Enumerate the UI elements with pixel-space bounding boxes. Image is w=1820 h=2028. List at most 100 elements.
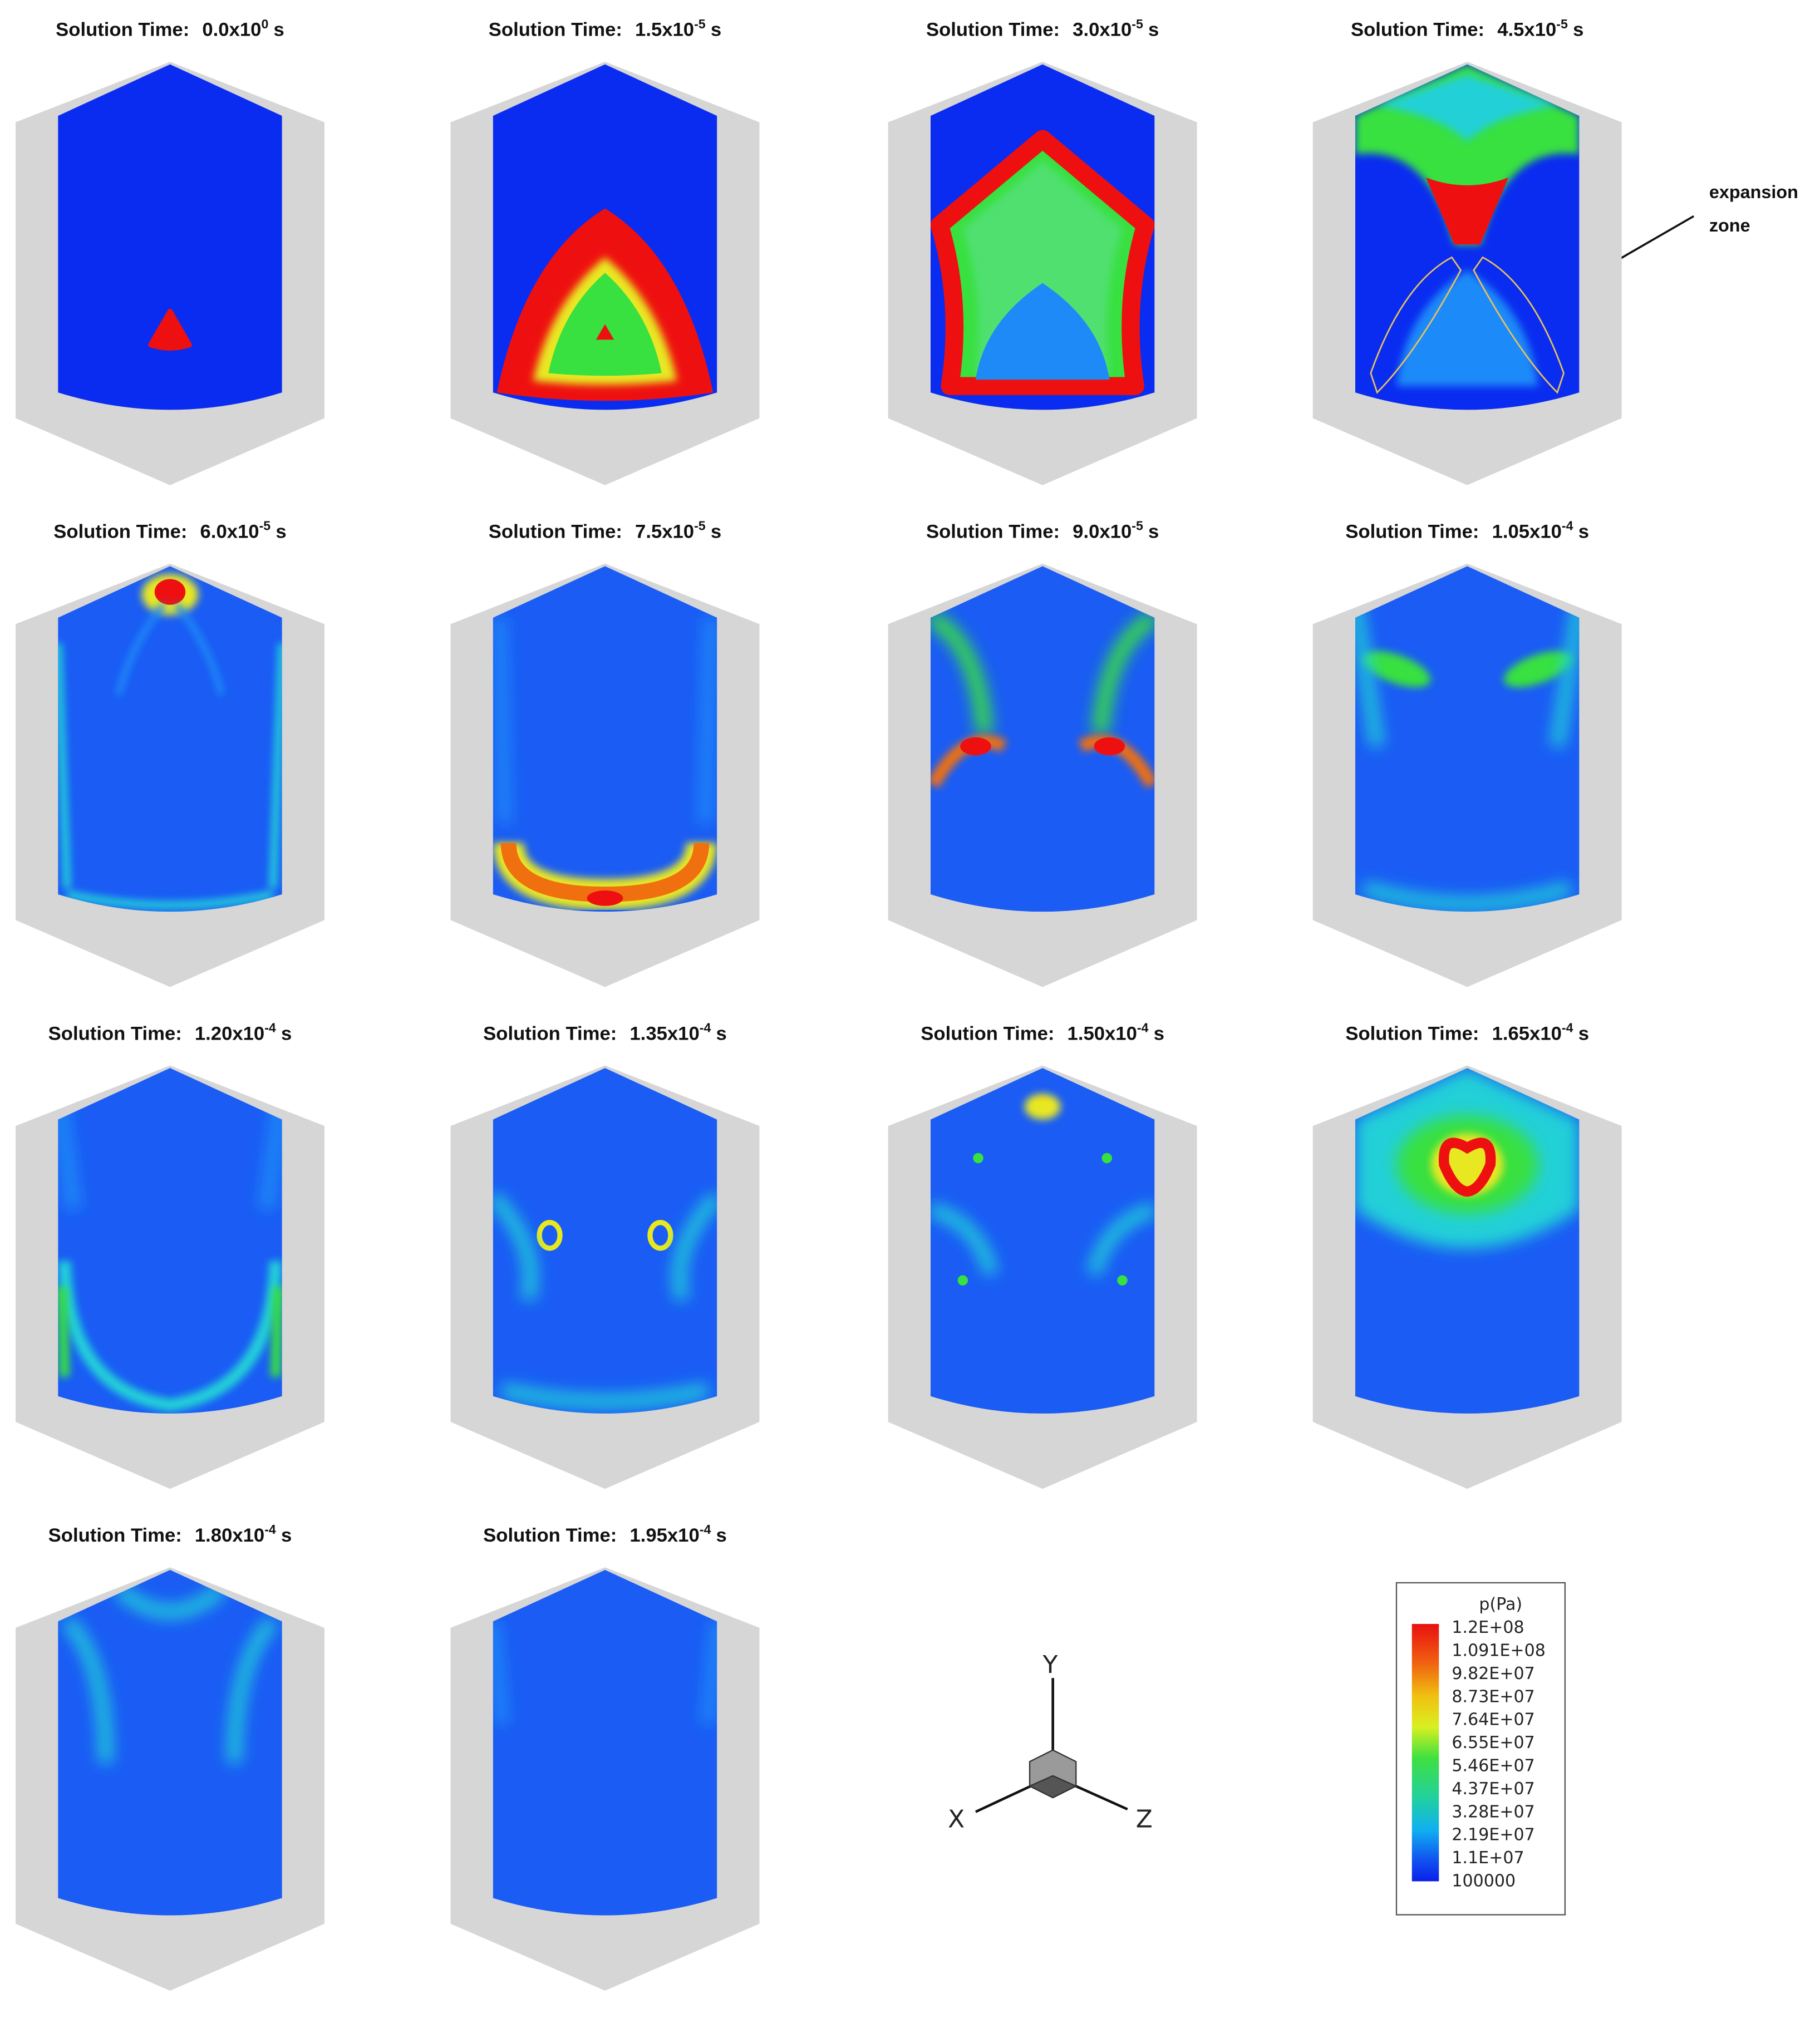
contour-feature: [1117, 1275, 1128, 1286]
axis-label: X: [948, 1805, 965, 1833]
contour-base: [930, 566, 1155, 912]
title-value: 1.95x10: [629, 1525, 699, 1546]
contour-feature: [537, 1219, 563, 1251]
legend-label: 1.2E+08: [1452, 1618, 1524, 1637]
title-unit: s: [274, 19, 284, 41]
contour-feature: [1094, 737, 1125, 756]
contour-feature: [493, 617, 717, 824]
panel-title: Solution Time: 1.5x10-5 s: [489, 17, 721, 41]
title-label: Solution Time:: [483, 1525, 617, 1546]
legend-label: 8.73E+07: [1452, 1687, 1534, 1706]
contour-base: [58, 1569, 282, 1916]
panel-title: Solution Time: 1.35x10-4 s: [483, 1020, 727, 1044]
panel-title: Solution Time: 4.5x10-5 s: [1351, 17, 1583, 41]
panel-title: Solution Time: 1.95x10-4 s: [483, 1522, 727, 1546]
legend-label: 100000: [1452, 1871, 1516, 1891]
title-exponent: 0: [261, 17, 268, 31]
title-exponent: -4: [264, 1020, 276, 1035]
title-exponent: -5: [1132, 519, 1143, 533]
contour-feature: [1426, 178, 1509, 245]
contour-features: [1355, 603, 1580, 910]
title-unit: s: [716, 1525, 727, 1546]
panel-title: Solution Time: 7.5x10-5 s: [489, 519, 721, 543]
title-unit: s: [1154, 1023, 1164, 1044]
panel: Solution Time: 1.05x10-4 s: [1312, 519, 1622, 987]
title-label: Solution Time:: [53, 521, 187, 542]
contour-feature: [975, 283, 1110, 380]
title-exponent: -4: [264, 1522, 276, 1537]
contour-feature: [1370, 256, 1565, 394]
contour-feature: [1396, 270, 1538, 386]
panel: Solution Time: 3.0x10-5 s: [888, 17, 1197, 485]
panel: Solution Time: 1.65x10-4 s: [1312, 1020, 1622, 1489]
title-label: Solution Time:: [48, 1525, 182, 1546]
title-value: 1.65x10: [1492, 1023, 1562, 1044]
contour-features: [1355, 64, 1580, 394]
panel: Solution Time: 1.50x10-4 s: [888, 1020, 1197, 1489]
contour-feature: [1024, 1094, 1061, 1120]
contour-base: [58, 64, 282, 410]
legend-label: 5.46E+07: [1452, 1756, 1534, 1775]
axis-label: Z: [1136, 1805, 1153, 1833]
title-unit: s: [716, 1023, 727, 1044]
title-unit: s: [1148, 521, 1159, 542]
contour-base: [1355, 566, 1580, 912]
contour-feature: [148, 308, 192, 351]
title-label: Solution Time:: [483, 1023, 617, 1044]
contour-feature: [1355, 603, 1580, 910]
title-label: Solution Time:: [926, 521, 1060, 542]
panel-title: Solution Time: 3.0x10-5 s: [926, 17, 1159, 41]
contour-feature: [1503, 651, 1572, 687]
title-exponent: -4: [700, 1522, 711, 1537]
title-label: Solution Time:: [1345, 1023, 1479, 1044]
title-value: 1.35x10: [629, 1023, 699, 1044]
contour-feature: [1362, 651, 1431, 687]
axis-cube-face: [1028, 1775, 1078, 1799]
legend-label: 6.55E+07: [1452, 1733, 1534, 1753]
title-exponent: -5: [259, 519, 271, 533]
title-label: Solution Time:: [48, 1023, 182, 1044]
title-exponent: -5: [1556, 17, 1568, 31]
contour-feature: [1377, 75, 1558, 142]
contour-base: [493, 566, 717, 912]
contour-features: [496, 208, 714, 401]
panel-title: Solution Time: 1.20x10-4 s: [48, 1020, 292, 1044]
panel: Solution Time: 1.35x10-4 s: [450, 1020, 760, 1489]
contour-base: [58, 566, 282, 912]
axis-label: Y: [1042, 1651, 1058, 1679]
contour-features: [62, 1584, 278, 1763]
title-value: 6.0x10: [200, 521, 259, 542]
legend-label: 1.1E+07: [1452, 1848, 1524, 1868]
contour-features: [493, 617, 717, 910]
legend-label: 4.37E+07: [1452, 1779, 1534, 1799]
panel: Solution Time: 4.5x10-5 s: [1312, 17, 1622, 485]
contour-features: [58, 574, 282, 909]
title-value: 1.5x10: [635, 19, 694, 41]
contour-base: [493, 1569, 717, 1916]
contour-base: [930, 1068, 1155, 1414]
title-unit: s: [1148, 19, 1159, 41]
contour-features: [930, 1094, 1155, 1286]
title-unit: s: [711, 521, 721, 542]
contour-features: [493, 1621, 717, 1725]
title-value: 1.80x10: [195, 1525, 264, 1546]
title-unit: s: [1578, 521, 1589, 542]
panel-title: Solution Time: 1.80x10-4 s: [48, 1522, 292, 1546]
panels: Solution Time: 0.0x100 s Solution Time: 1.5x…: [16, 17, 1622, 1991]
title-exponent: -5: [694, 519, 706, 533]
contour-feature: [493, 1621, 717, 1725]
legend-label: 9.82E+07: [1452, 1664, 1534, 1684]
panel: Solution Time: 0.0x100 s: [16, 17, 324, 485]
contour-features: [930, 611, 1155, 789]
title-label: Solution Time:: [921, 1023, 1054, 1044]
contour-feature: [493, 1192, 717, 1408]
contour-features: [1355, 1068, 1580, 1248]
title-exponent: -4: [1562, 519, 1573, 533]
contour-feature: [596, 324, 614, 340]
panel: Solution Time: 6.0x10-5 s: [16, 519, 324, 987]
title-exponent: -5: [1132, 17, 1143, 31]
contour-features: [493, 1192, 717, 1408]
title-unit: s: [711, 19, 721, 41]
panel-title: Solution Time: 1.05x10-4 s: [1345, 519, 1589, 543]
contour-feature: [1101, 1153, 1113, 1164]
